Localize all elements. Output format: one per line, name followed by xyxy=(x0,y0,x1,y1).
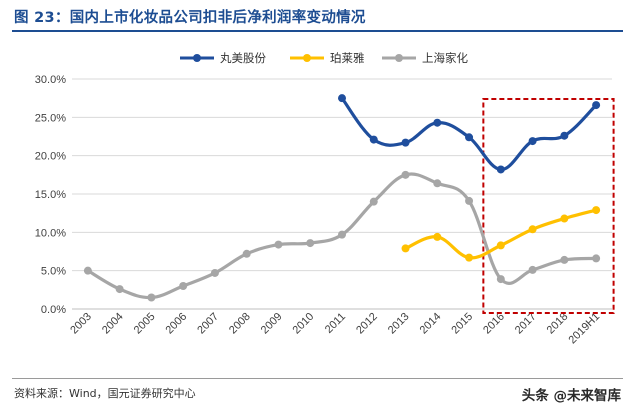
legend-marker xyxy=(395,54,403,62)
data-point xyxy=(496,275,505,284)
data-point xyxy=(528,265,537,274)
data-point xyxy=(496,241,505,250)
x-tick-label: 2014 xyxy=(418,311,444,337)
highlight-box xyxy=(482,98,615,314)
data-point xyxy=(147,293,156,302)
legend-label: 丸美股份 xyxy=(220,51,266,65)
x-tick-label: 2012 xyxy=(354,311,380,337)
x-tick-label: 2006 xyxy=(163,311,189,337)
data-point xyxy=(242,249,251,258)
series-lines xyxy=(83,94,601,302)
title-rule xyxy=(12,30,623,32)
data-point xyxy=(496,165,505,174)
source-note: 资料来源：Wind，国元证券研究中心 xyxy=(14,387,196,400)
highlight-box-layer xyxy=(482,98,615,314)
data-point xyxy=(433,118,442,127)
data-point xyxy=(528,137,537,146)
data-point xyxy=(338,94,346,103)
data-point xyxy=(401,170,410,179)
legend: 丸美股份 珀莱雅 上海家化 xyxy=(180,51,468,65)
x-tick-label: 2010 xyxy=(291,311,317,337)
x-tick-label: 2004 xyxy=(100,311,126,337)
y-tick-label: 0.0% xyxy=(41,304,66,316)
axes: 0.0%5.0%10.0%15.0%20.0%25.0%30.0%2003 200… xyxy=(35,74,612,346)
x-tick-label: 2017 xyxy=(513,311,539,337)
y-tick-label: 20.0% xyxy=(35,151,66,163)
x-tick-label: 2016 xyxy=(481,311,507,337)
data-point xyxy=(338,230,346,239)
data-point xyxy=(83,266,92,275)
data-point xyxy=(274,240,283,249)
data-point xyxy=(433,179,442,188)
x-tick-label: 2003 xyxy=(68,311,94,337)
source-rule xyxy=(12,378,623,379)
data-point xyxy=(401,138,410,147)
y-tick-label: 15.0% xyxy=(35,189,66,201)
x-tick-label: 2011 xyxy=(323,311,348,336)
data-point xyxy=(179,282,188,290)
data-point xyxy=(528,225,537,234)
data-point xyxy=(592,101,601,110)
x-tick-label: 2008 xyxy=(227,311,253,337)
legend-marker xyxy=(303,54,311,62)
legend-marker xyxy=(193,54,201,62)
y-tick-label: 10.0% xyxy=(35,227,66,239)
x-tick-label: 2013 xyxy=(386,311,412,337)
x-tick-label: 2018 xyxy=(545,311,571,337)
x-tick-label: 2007 xyxy=(195,311,221,337)
data-point xyxy=(369,197,378,206)
y-tick-label: 25.0% xyxy=(35,112,66,124)
data-point xyxy=(433,232,442,241)
data-point xyxy=(592,254,601,263)
data-point xyxy=(306,239,315,248)
data-point xyxy=(560,255,569,264)
x-tick-label: 2019H1 xyxy=(566,311,602,347)
watermark: 头条 @未来智库 xyxy=(521,388,621,404)
legend-label: 珀莱雅 xyxy=(330,51,365,65)
data-point xyxy=(115,285,124,294)
data-point xyxy=(465,196,474,205)
data-point xyxy=(210,268,219,277)
data-point xyxy=(465,253,474,262)
x-tick-label: 2009 xyxy=(259,311,285,337)
y-tick-label: 5.0% xyxy=(41,266,66,278)
figure-title: 图 23：国内上市化妆品公司扣非后净利润率变动情况 xyxy=(14,10,366,26)
x-tick-label: 2015 xyxy=(449,311,475,337)
data-point xyxy=(369,135,378,144)
data-point xyxy=(560,131,569,140)
data-point xyxy=(592,206,601,215)
data-point xyxy=(401,244,410,253)
x-tick-label: 2005 xyxy=(132,311,158,337)
y-tick-label: 30.0% xyxy=(35,74,66,86)
data-point xyxy=(560,214,569,223)
data-point xyxy=(465,133,474,142)
legend-label: 上海家化 xyxy=(422,51,468,65)
grid-lines xyxy=(72,78,612,272)
